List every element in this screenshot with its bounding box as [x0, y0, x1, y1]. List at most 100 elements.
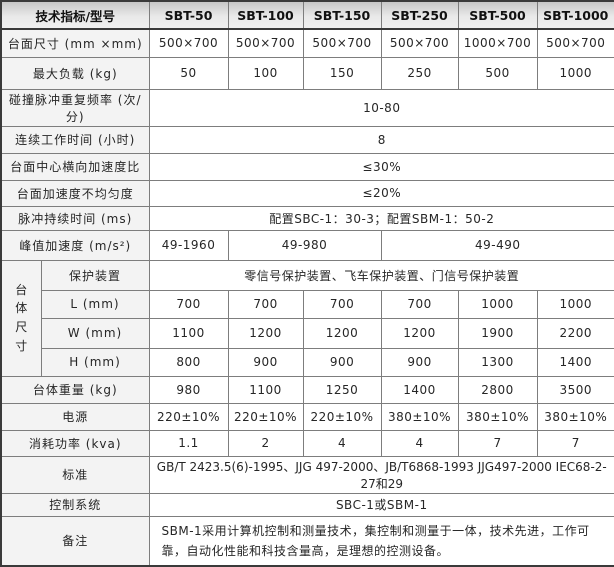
row-power-consumption: 消耗功率 (kva) 1.1 2 4 4 7 7 — [0, 429, 614, 457]
cell: 1200 — [302, 317, 382, 349]
row-label: 台面尺寸 (mm ×mm) — [0, 28, 150, 58]
row-power-supply: 电源 220±10% 220±10% 220±10% 380±10% 380±1… — [0, 402, 614, 431]
cell: 1000 — [536, 56, 614, 90]
cell: 7 — [536, 429, 614, 457]
header-model-sbt1000: SBT-1000 — [536, 0, 614, 30]
row-label: 电源 — [0, 402, 150, 431]
cell: 900 — [380, 347, 459, 377]
row-width: W (mm) 1100 1200 1200 1200 1900 2200 — [1, 317, 614, 349]
row-standards: 标准 GB/T 2423.5(6)-1995、JJG 497-2000、JB/T… — [0, 455, 614, 494]
row-height: H (mm) 800 900 900 900 1300 1400 — [1, 347, 614, 377]
row-label: 标准 — [0, 455, 150, 494]
header-model-sbt500: SBT-500 — [457, 0, 538, 30]
cell: 3500 — [536, 375, 614, 404]
cell: 1400 — [380, 375, 459, 404]
cell: 1000 — [457, 289, 538, 319]
cell: 150 — [302, 56, 382, 90]
cell: 700 — [380, 289, 459, 319]
cell: 1200 — [227, 317, 304, 349]
cell: 900 — [302, 347, 382, 377]
cell: 1300 — [457, 347, 538, 377]
row-pulse-frequency: 碰撞脉冲重复频率 (次/分) 10-80 — [0, 88, 614, 127]
cell: 7 — [457, 429, 538, 457]
cell: 1100 — [227, 375, 304, 404]
header-row: 技术指标/型号 SBT-50 SBT-100 SBT-150 SBT-250 S… — [0, 0, 614, 30]
row-continuous-work-time: 连续工作时间 (小时) 8 — [0, 125, 614, 154]
header-label: 技术指标/型号 — [0, 0, 150, 30]
cell-span: SBM-1采用计算机控制和测量技术，集控制和测量于一体，技术先进，工作可靠，自动… — [148, 515, 614, 567]
row-remarks: 备注 SBM-1采用计算机控制和测量技术，集控制和测量于一体，技术先进，工作可靠… — [0, 515, 614, 567]
row-peak-acceleration: 峰值加速度 (m/s²) 49-1960 49-980 49-490 — [0, 229, 614, 261]
cell-span: ≤30% — [148, 152, 614, 181]
cell: 800 — [148, 347, 229, 377]
header-model-sbt100: SBT-100 — [227, 0, 304, 30]
row-lateral-accel-ratio: 台面中心横向加速度比 ≤30% — [0, 152, 614, 181]
cell: 1400 — [536, 347, 614, 377]
cell: 500×700 — [148, 28, 229, 58]
row-label: 碰撞脉冲重复频率 (次/分) — [0, 88, 150, 127]
row-label: 连续工作时间 (小时) — [0, 125, 150, 154]
cell: 1250 — [302, 375, 382, 404]
cell-span: 8 — [148, 125, 614, 154]
cell: 49-980 — [227, 229, 382, 261]
cell: 220±10% — [148, 402, 229, 431]
row-label: H (mm) — [40, 347, 150, 377]
cell: 220±10% — [227, 402, 304, 431]
row-label: 最大负载 (kg) — [0, 56, 150, 90]
row-label: 保护装置 — [40, 259, 150, 291]
row-length: L (mm) 700 700 700 700 1000 1000 — [1, 289, 614, 319]
cell: 380±10% — [380, 402, 459, 431]
cell-span: 配置SBC-1：30-3；配置SBM-1：50-2 — [148, 205, 614, 231]
row-label: W (mm) — [40, 317, 150, 349]
cell: 2200 — [536, 317, 614, 349]
cell: 50 — [148, 56, 229, 90]
cell: 380±10% — [457, 402, 538, 431]
row-control-system: 控制系统 SBC-1或SBM-1 — [0, 492, 614, 517]
cell: 500 — [457, 56, 538, 90]
cell: 1100 — [148, 317, 229, 349]
cell: 1.1 — [148, 429, 229, 457]
row-protection-devices: 台体尺寸 保护装置 零信号保护装置、飞车保护装置、门信号保护装置 — [0, 259, 614, 377]
cell: 500×700 — [302, 28, 382, 58]
cell: 700 — [302, 289, 382, 319]
row-body-weight: 台体重量 (kg) 980 1100 1250 1400 2800 3500 — [0, 375, 614, 404]
cell: 2 — [227, 429, 304, 457]
cell: 900 — [227, 347, 304, 377]
row-label: 峰值加速度 (m/s²) — [0, 229, 150, 261]
cell-span: 零信号保护装置、飞车保护装置、门信号保护装置 — [148, 259, 614, 291]
cell: 2800 — [457, 375, 538, 404]
header-model-sbt50: SBT-50 — [148, 0, 229, 30]
row-max-load: 最大负载 (kg) 50 100 150 250 500 1000 — [0, 56, 614, 90]
row-label: 备注 — [0, 515, 150, 567]
cell: 220±10% — [302, 402, 382, 431]
row-label: 消耗功率 (kva) — [0, 429, 150, 457]
cell: 500×700 — [227, 28, 304, 58]
cell: 1900 — [457, 317, 538, 349]
row-label: 控制系统 — [0, 492, 150, 517]
cell-span: SBC-1或SBM-1 — [148, 492, 614, 517]
cell: 250 — [380, 56, 459, 90]
cell: 700 — [227, 289, 304, 319]
cell: 980 — [148, 375, 229, 404]
cell: 4 — [380, 429, 459, 457]
cell: 1000 — [536, 289, 614, 319]
group-label-body-size: 台体尺寸 — [0, 259, 42, 377]
cell: 1200 — [380, 317, 459, 349]
cell: 380±10% — [536, 402, 614, 431]
header-model-sbt250: SBT-250 — [380, 0, 459, 30]
cell-span: GB/T 2423.5(6)-1995、JJG 497-2000、JB/T686… — [148, 455, 614, 494]
cell: 100 — [227, 56, 304, 90]
header-model-sbt150: SBT-150 — [302, 0, 382, 30]
row-accel-unevenness: 台面加速度不均匀度 ≤20% — [0, 179, 614, 207]
cell: 500×700 — [380, 28, 459, 58]
cell: 1000×700 — [457, 28, 538, 58]
row-label: 台面中心横向加速度比 — [0, 152, 150, 181]
cell-span: ≤20% — [148, 179, 614, 207]
row-label: L (mm) — [40, 289, 150, 319]
row-surface-size: 台面尺寸 (mm ×mm) 500×700 500×700 500×700 50… — [0, 28, 614, 58]
cell: 49-1960 — [148, 229, 229, 261]
cell: 4 — [302, 429, 382, 457]
row-label: 台面加速度不均匀度 — [0, 179, 150, 207]
